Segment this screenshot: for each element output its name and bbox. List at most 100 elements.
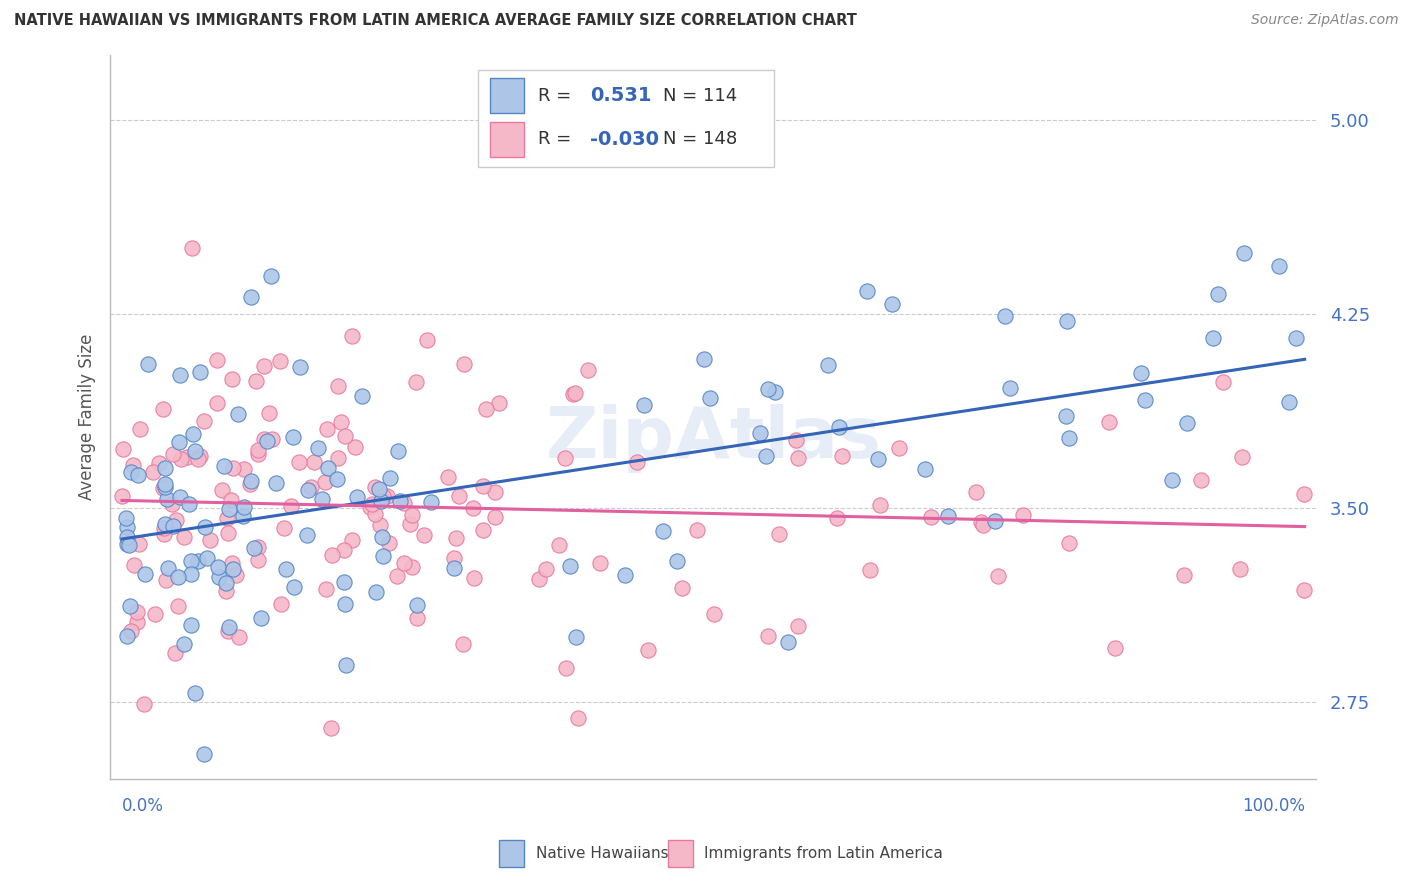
Point [392, 556, 415, 570]
Point [198, 533, 221, 548]
Point [364, 480, 387, 494]
Point [443, 561, 465, 575]
Point [193, 747, 215, 761]
Point [1189, 473, 1212, 487]
Point [166, 570, 188, 584]
Point [153, 516, 176, 531]
Point [699, 391, 721, 405]
Point [1098, 415, 1121, 429]
Point [633, 398, 655, 412]
Point [778, 634, 800, 648]
Point [1268, 259, 1291, 273]
Point [326, 451, 349, 466]
Point [143, 607, 166, 621]
Point [377, 489, 399, 503]
Point [756, 382, 779, 396]
Point [153, 521, 176, 535]
Point [562, 386, 585, 401]
Point [127, 605, 149, 619]
Point [346, 490, 368, 504]
Point [264, 476, 287, 491]
Point [228, 630, 250, 644]
Point [280, 499, 302, 513]
Point [335, 657, 357, 672]
Point [401, 508, 423, 522]
Point [253, 432, 276, 446]
Point [373, 549, 395, 564]
Point [160, 497, 183, 511]
Point [111, 489, 134, 503]
Text: N = 114: N = 114 [662, 87, 737, 104]
Text: 0.531: 0.531 [591, 87, 652, 105]
Point [283, 430, 305, 444]
Point [215, 511, 238, 525]
Point [111, 442, 134, 457]
Point [920, 510, 942, 524]
Point [117, 530, 139, 544]
Point [115, 536, 138, 550]
Point [1056, 314, 1078, 328]
FancyBboxPatch shape [478, 70, 773, 168]
Point [225, 568, 247, 582]
Point [554, 451, 576, 466]
Point [173, 530, 195, 544]
Point [380, 471, 402, 485]
Point [1292, 487, 1315, 501]
Point [1173, 568, 1195, 582]
Point [444, 531, 467, 545]
Point [412, 527, 434, 541]
Point [232, 509, 254, 524]
Point [329, 415, 352, 429]
Point [449, 489, 471, 503]
Point [614, 568, 637, 582]
Point [326, 378, 349, 392]
Point [114, 510, 136, 524]
Point [180, 554, 202, 568]
Point [247, 540, 270, 554]
Point [326, 472, 349, 486]
Point [270, 597, 292, 611]
Point [484, 509, 506, 524]
Point [463, 501, 485, 516]
Point [215, 575, 238, 590]
Point [207, 560, 229, 574]
Point [763, 385, 786, 400]
Point [212, 459, 235, 474]
Point [125, 615, 148, 630]
Point [564, 385, 586, 400]
Point [173, 637, 195, 651]
Point [651, 524, 673, 538]
Point [247, 447, 270, 461]
Point [333, 574, 356, 589]
Point [162, 519, 184, 533]
Point [785, 433, 807, 447]
Point [419, 495, 441, 509]
Point [120, 624, 142, 639]
Point [626, 455, 648, 469]
Point [693, 351, 716, 366]
Point [1133, 393, 1156, 408]
Point [169, 368, 191, 382]
Point [115, 520, 138, 534]
Point [558, 558, 581, 573]
Point [589, 557, 612, 571]
Text: Immigrants from Latin America: Immigrants from Latin America [704, 847, 943, 861]
Point [401, 560, 423, 574]
Point [398, 516, 420, 531]
Point [142, 465, 165, 479]
Point [1000, 381, 1022, 395]
Point [387, 569, 409, 583]
Point [120, 465, 142, 479]
Point [193, 520, 215, 534]
Point [311, 492, 333, 507]
Point [247, 553, 270, 567]
Point [195, 550, 218, 565]
Point [534, 561, 557, 575]
Point [387, 443, 409, 458]
Point [637, 643, 659, 657]
Point [180, 617, 202, 632]
Point [364, 585, 387, 599]
Point [184, 443, 207, 458]
Point [215, 583, 238, 598]
Point [1104, 641, 1126, 656]
